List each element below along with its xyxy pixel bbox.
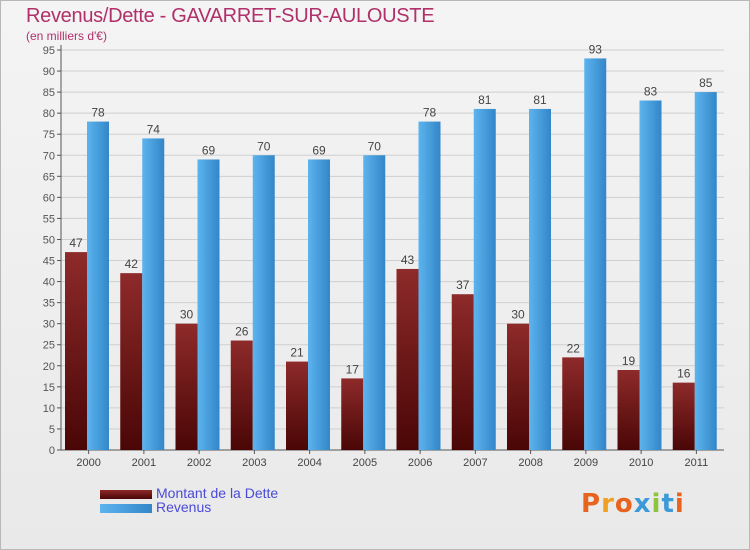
logo-letter: P [581, 489, 602, 519]
bar-debt [617, 370, 640, 450]
bar-revenue [694, 92, 717, 451]
data-label: 47 [69, 236, 83, 250]
bar-revenue [639, 100, 662, 451]
data-label: 81 [533, 93, 547, 107]
data-label: 70 [368, 139, 382, 153]
x-tick-label: 2008 [518, 457, 542, 469]
data-label: 22 [567, 341, 581, 355]
y-tick-label: 10 [43, 403, 55, 415]
y-tick-label: 15 [43, 382, 55, 394]
data-label: 21 [290, 346, 304, 360]
bar-debt [396, 268, 419, 450]
y-tick-label: 60 [43, 192, 55, 204]
bar-debt [65, 252, 87, 450]
bar-debt [286, 361, 308, 450]
legend-swatch-debt [100, 490, 152, 499]
logo-letter: x [633, 489, 652, 519]
bar-debt [451, 294, 474, 450]
data-labels: 47 78 42 74 30 69 26 70 21 69 17 70 43 78 37 81 30 81 22 93… [69, 42, 712, 380]
data-label: 16 [677, 367, 691, 381]
axes: 0 5 10 15 20 25 30 35 40 45 50 55 60 65 70 75 80 85 90 95 20… [43, 45, 724, 469]
x-tick-label: 2005 [353, 457, 377, 469]
data-label: 85 [699, 76, 713, 90]
data-label: 43 [401, 253, 415, 267]
data-label: 70 [257, 139, 271, 153]
bar-debt [341, 378, 364, 450]
data-label: 30 [180, 308, 194, 322]
logo-letter: t [661, 489, 675, 519]
grid-lines [61, 49, 724, 430]
bar-revenue [418, 121, 441, 450]
y-tick-label: 75 [43, 129, 55, 141]
proxiti-logo: Proxiti [581, 489, 685, 519]
y-tick-label: 30 [43, 319, 55, 331]
data-label: 93 [589, 42, 603, 56]
y-tick-label: 55 [43, 213, 55, 225]
bar-debt [175, 323, 198, 450]
bar-revenue [252, 155, 275, 450]
data-label: 78 [423, 106, 437, 120]
bar-revenue [529, 108, 551, 451]
y-tick-label: 85 [43, 87, 55, 99]
y-tick-label: 65 [43, 171, 55, 183]
x-tick-label: 2011 [685, 457, 709, 469]
x-tick-label: 2004 [297, 457, 321, 469]
bar-debt [562, 357, 585, 450]
bar-debt [507, 323, 529, 450]
y-tick-label: 20 [43, 361, 55, 373]
x-tick-label: 2003 [242, 457, 266, 469]
y-tick-label: 95 [43, 45, 55, 57]
data-label: 26 [235, 325, 249, 339]
data-label: 74 [147, 122, 161, 136]
x-tick-label: 2000 [76, 457, 100, 469]
data-label: 19 [622, 354, 636, 368]
data-label: 81 [478, 93, 492, 107]
bar-revenue [197, 159, 220, 450]
bar-revenue [308, 159, 330, 450]
x-tick-label: 2009 [574, 457, 598, 469]
data-label: 78 [91, 106, 105, 120]
data-label: 17 [346, 362, 360, 376]
x-tick-label: 2002 [187, 457, 211, 469]
bars [65, 58, 717, 451]
y-tick-label: 90 [43, 66, 55, 78]
logo-letter: i [651, 489, 662, 519]
y-tick-label: 0 [49, 445, 55, 457]
bar-revenue [87, 121, 109, 450]
legend-label-revenue: Revenus [156, 499, 212, 515]
logo-letter: i [674, 489, 685, 519]
logo-letter: r [601, 489, 615, 519]
bar-revenue [142, 138, 165, 450]
bar-revenue [363, 155, 386, 450]
bar-revenue [473, 108, 496, 451]
y-tick-label: 70 [43, 150, 55, 162]
bar-revenue [584, 58, 607, 450]
y-tick-label: 40 [43, 277, 55, 289]
bar-debt [120, 273, 143, 450]
bar-debt [672, 382, 695, 450]
legend-label-debt: Montant de la Dette [156, 485, 279, 501]
bar-debt [230, 340, 253, 450]
y-tick-label: 50 [43, 234, 55, 246]
data-label: 69 [202, 143, 216, 157]
data-label: 37 [456, 278, 470, 292]
logo-letter: o [614, 489, 634, 519]
x-tick-label: 2007 [463, 457, 487, 469]
data-label: 30 [511, 308, 525, 322]
chart-title: Revenus/Dette - GAVARRET-SUR-AULOUSTE [26, 5, 435, 27]
y-tick-label: 45 [43, 256, 55, 268]
data-label: 42 [125, 257, 139, 271]
data-label: 83 [644, 85, 658, 99]
y-tick-label: 80 [43, 108, 55, 120]
y-tick-label: 25 [43, 340, 55, 352]
x-tick-label: 2001 [132, 457, 156, 469]
data-label: 69 [312, 143, 326, 157]
x-tick-label: 2006 [408, 457, 432, 469]
x-tick-label: 2010 [629, 457, 653, 469]
legend-swatch-revenue [100, 504, 152, 513]
y-tick-label: 35 [43, 298, 55, 310]
y-tick-label: 5 [49, 424, 55, 436]
chart-subtitle: (en milliers d'€) [26, 29, 107, 43]
